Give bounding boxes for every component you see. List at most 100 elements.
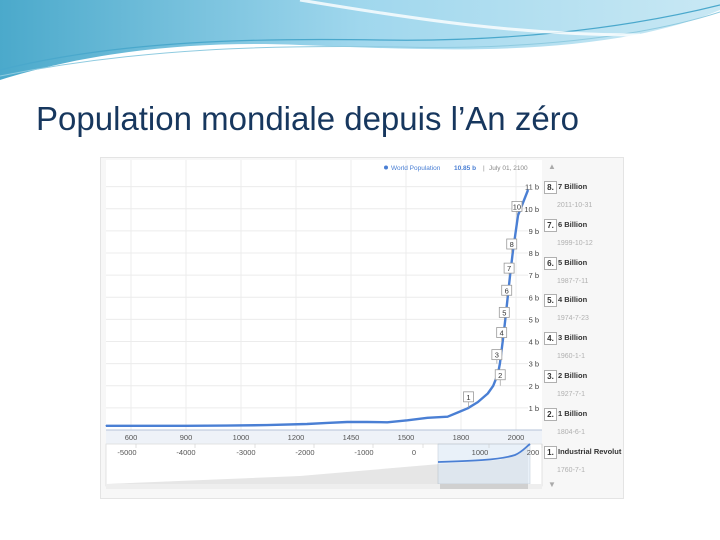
x-tick-label: 1000 [233, 433, 250, 442]
series-point [477, 401, 479, 403]
series-point [145, 425, 147, 427]
flag-marker [498, 306, 510, 318]
flag-label: 3 [495, 351, 499, 360]
event-badge: 2. [544, 407, 557, 421]
legend-series-label: World Population [391, 165, 441, 172]
flag-marker [506, 238, 518, 250]
x-tick-label: 900 [180, 433, 193, 442]
flag-marker [463, 391, 474, 403]
navigator-layer: -5000 -4000 -3000 -2000 -1000 0 1000 200 [105, 443, 543, 489]
event-item[interactable]: 8. 7 Billion [540, 181, 622, 195]
y-tick-label: 7 b [529, 271, 539, 280]
event-date-row: 1999-10-12 [540, 238, 622, 252]
event-label: 7 Billion [558, 182, 588, 191]
series-point [527, 189, 529, 191]
event-item[interactable]: 3. 2 Billion [540, 370, 622, 384]
series-point [499, 363, 501, 365]
navigator-tick-label: 200 [527, 448, 540, 457]
navigator-tick-label: -4000 [176, 448, 195, 457]
event-label: 2 Billion [558, 371, 588, 380]
series-point [512, 252, 514, 254]
navigator-tick-label: -1000 [354, 448, 373, 457]
flag-marker [494, 369, 506, 381]
event-badge: 4. [544, 332, 557, 346]
flag-marker [503, 262, 515, 274]
navigator-tick-label: -5000 [117, 448, 136, 457]
event-date-row: 1987-7-11 [540, 276, 622, 290]
series-point [266, 424, 268, 426]
series-point [366, 421, 368, 423]
y-tick-label: 9 b [529, 227, 539, 236]
series-point [426, 417, 429, 419]
y-tick-label: 1 b [529, 404, 539, 413]
navigator-area [106, 444, 528, 484]
navigator-tick-label: 1000 [472, 448, 489, 457]
x-tick-label: 1450 [343, 433, 360, 442]
navigator-tick-label: -3000 [236, 448, 255, 457]
event-list: 8. 7 Billion 2011-10-31 7. 6 Billion 1999-10-… [540, 165, 622, 495]
event-item[interactable]: 1. Industrial Revolut [540, 445, 622, 460]
header-wave-banner [0, 0, 720, 80]
series-point [507, 296, 509, 298]
event-date: 1804-6-1 [557, 428, 586, 436]
series-point [326, 422, 328, 424]
x-tick-label: 1200 [288, 433, 305, 442]
scroll-up-button[interactable]: ▲ [548, 162, 556, 171]
legend-separator: | [483, 165, 485, 172]
event-label: 4 Billion [558, 295, 588, 305]
event-label: 3 Billion [558, 333, 588, 343]
series-point [406, 419, 409, 421]
y-tick-label: 4 b [529, 338, 539, 347]
series-point [487, 392, 489, 395]
series-point [504, 318, 506, 320]
flag-label: 1 [466, 393, 470, 402]
navigator-scrollbar [106, 484, 542, 489]
series-point [346, 421, 348, 423]
tick-layer: 1 b 2 b 3 b 4 b 5 b 6 b 7 b 8 b 9 b 10 b 11 b 600 90… [125, 183, 539, 442]
series-point [105, 425, 107, 427]
flag-marker [491, 349, 503, 361]
event-item[interactable]: 6. 5 Billion [540, 256, 622, 271]
event-item[interactable]: 2. 1 Billion [540, 407, 622, 422]
flag-marker [496, 327, 508, 338]
event-label: 6 Billion [558, 219, 588, 229]
event-badge: 8. [544, 181, 557, 194]
event-badge: 7. [544, 218, 557, 232]
event-label: 1 Billion [558, 408, 588, 418]
scroll-down-button[interactable]: ▼ [548, 480, 556, 489]
flag-label: 7 [507, 264, 511, 273]
flag-label: 2 [498, 371, 502, 380]
event-item[interactable]: 7. 6 Billion [540, 218, 622, 233]
x-tick-label: 1500 [398, 433, 415, 442]
y-tick-label: 5 b [529, 315, 539, 324]
event-item[interactable]: 4. 3 Billion [540, 332, 622, 346]
event-date-row: 1927-7-1 [540, 389, 622, 403]
series-point [517, 214, 519, 216]
legend-date: July 01, 2100 [489, 165, 528, 172]
slide-title: Population mondiale depuis l’An zéro [36, 100, 580, 137]
navigator-tick-label: 0 [412, 448, 416, 457]
x-tick-label: 600 [125, 433, 138, 442]
flag-marker [511, 200, 523, 212]
series-point [457, 411, 459, 414]
flag-label: 5 [502, 308, 506, 317]
series-point [306, 423, 308, 425]
flag-label: 6 [505, 286, 509, 295]
y-tick-label: 3 b [529, 360, 539, 369]
event-badge: 1. [544, 445, 557, 459]
series-point [467, 407, 469, 409]
event-date-row: 1960-1-1 [540, 351, 622, 365]
series-point [386, 421, 388, 423]
y-tick-label: 8 b [529, 249, 539, 258]
x-axis-band [106, 430, 542, 444]
series-point [492, 385, 494, 387]
event-date: 2011-10-31 [557, 201, 593, 209]
x-tick-label: 1800 [453, 433, 470, 442]
event-badge: 5. [544, 294, 557, 308]
x-tick-label: 2000 [508, 433, 525, 442]
legend-layer: World Population 10.85 b | July 01, 2100 [384, 165, 528, 172]
y-tick-label: 6 b [529, 293, 539, 302]
series-point [447, 416, 449, 418]
event-item[interactable]: 5. 4 Billion [540, 294, 622, 308]
